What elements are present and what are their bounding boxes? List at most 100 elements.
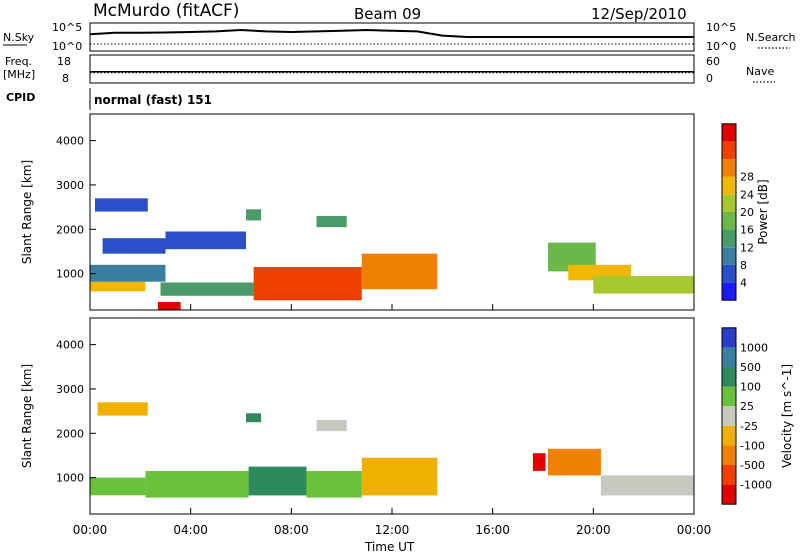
time-axis-ticks: 00:00 04:00 08:00 12:00 16:00 20:00 00:00	[73, 304, 712, 537]
y-tick-label: 4000	[56, 339, 84, 352]
colorbar-tick-label: 20	[740, 206, 754, 219]
noise-tick-left-low: 10^0	[52, 40, 82, 53]
y-tick-label: 2000	[56, 427, 84, 440]
vel-cells-region	[361, 457, 438, 496]
noise-line-sky	[89, 28, 694, 38]
velocity-colorbar: 1000 500 100 25 -25 -100 -500 -1000	[721, 327, 772, 505]
colorbar-tick-label: -500	[740, 459, 765, 472]
colorbar-swatch	[722, 406, 736, 426]
vel-cells-region	[90, 477, 146, 496]
vel-cells-region	[548, 448, 601, 476]
freq-left-label: Freq.	[5, 55, 32, 68]
colorbar-tick-label: 1000	[740, 341, 768, 354]
colorbar-swatch	[722, 123, 736, 142]
power-colorbar-label: Power [dB]	[756, 179, 770, 244]
colorbar-tick-label: 16	[740, 224, 754, 237]
colorbar-tick-label: 12	[740, 241, 754, 254]
noise-left-label: N.Sky	[3, 31, 35, 44]
colorbar-swatch	[722, 445, 736, 465]
power-cells-region	[593, 275, 694, 294]
colorbar-swatch	[722, 282, 736, 301]
colorbar-tick-label: 28	[740, 171, 754, 184]
cpid-label: CPID	[6, 91, 35, 104]
noise-tick-right-high: 10^5	[706, 21, 736, 34]
colorbar-tick-label: 4	[740, 277, 747, 290]
power-cells-region	[246, 209, 262, 221]
vel-cells-region	[316, 420, 347, 432]
x-tick-label: 00:00	[73, 523, 108, 537]
x-tick-label: 00:00	[677, 523, 712, 537]
power-ylabel: Slant Range [km]	[20, 160, 34, 264]
noise-tick-left-high: 10^5	[52, 21, 82, 34]
colorbar-swatch	[722, 367, 736, 387]
y-tick-label: 4000	[56, 135, 84, 148]
colorbar-swatch	[722, 386, 736, 407]
colorbar-tick-label: 25	[740, 400, 754, 413]
colorbar-swatch	[722, 212, 736, 230]
colorbar-frame	[721, 327, 737, 505]
colorbar-swatch	[722, 425, 736, 446]
colorbar-swatch	[722, 484, 736, 505]
freq-tick-high: 18	[57, 55, 71, 68]
colorbar-swatch	[722, 176, 736, 195]
power-cells-region	[160, 282, 254, 296]
power-cells-region	[102, 238, 166, 254]
cpid-value: normal (fast) 151	[94, 93, 212, 107]
vel-cells-region	[532, 453, 546, 471]
colorbar-swatch	[722, 141, 736, 159]
x-tick-label: 04:00	[173, 523, 208, 537]
colorbar-swatch	[722, 264, 736, 283]
freq-panel-frame	[89, 54, 695, 84]
vel-cells-region	[600, 475, 694, 496]
x-tick-label: 16:00	[475, 523, 510, 537]
power-cells-region	[165, 231, 246, 250]
noise-series	[89, 28, 694, 45]
colorbar-swatch	[722, 194, 736, 212]
power-heatmap	[90, 198, 694, 310]
colorbar-swatch	[722, 229, 736, 248]
colorbar-swatch	[722, 347, 736, 367]
colorbar-swatch	[722, 465, 736, 485]
x-tick-label: 20:00	[576, 523, 611, 537]
colorbar-frame	[721, 123, 737, 301]
vel-cells-region	[306, 471, 362, 498]
freq-tick-low: 8	[62, 72, 69, 85]
power-cells-region	[157, 302, 181, 310]
colorbar-swatch	[722, 159, 736, 177]
y-tick-label: 1000	[56, 472, 84, 485]
nave-tick-high: 60	[706, 55, 720, 68]
power-cells-region	[316, 216, 347, 228]
noise-tick-right-low: 10^0	[706, 40, 736, 53]
power-cells-region	[90, 264, 166, 282]
velocity-y-ticks: 1000 2000 3000 4000	[56, 339, 96, 485]
power-cells-region	[90, 281, 146, 292]
vel-cells-region	[248, 466, 307, 496]
y-tick-label: 3000	[56, 179, 84, 192]
colorbar-swatch	[722, 247, 736, 265]
vel-cells-region	[246, 413, 262, 423]
nave-tick-low: 0	[706, 72, 713, 85]
y-tick-label: 3000	[56, 383, 84, 396]
freq-series	[90, 71, 694, 74]
noise-right-label: N.Search	[746, 31, 796, 44]
power-cells-region	[361, 253, 438, 290]
colorbar-tick-label: 8	[740, 259, 747, 272]
station-title: McMurdo (fitACF)	[93, 1, 239, 21]
colorbar-tick-label: 500	[740, 361, 761, 374]
colorbar-tick-label: -25	[740, 420, 758, 433]
x-tick-label: 08:00	[274, 523, 309, 537]
time-axis-label: Time UT	[364, 540, 415, 554]
velocity-colorbar-label: Velocity [m s^-1]	[780, 364, 794, 468]
colorbar-tick-label: 100	[740, 381, 761, 394]
nave-label: Nave	[746, 65, 774, 78]
velocity-ylabel: Slant Range [km]	[20, 364, 34, 468]
freq-left-unit: [MHz]	[3, 68, 35, 81]
velocity-heatmap	[90, 402, 694, 498]
y-tick-label: 1000	[56, 268, 84, 281]
x-tick-label: 12:00	[375, 523, 410, 537]
power-cells-region	[253, 267, 362, 301]
vel-cells-region	[97, 402, 148, 416]
power-cells-region	[95, 198, 148, 212]
power-colorbar: 4 8 12 16 20 24 28	[721, 123, 754, 301]
